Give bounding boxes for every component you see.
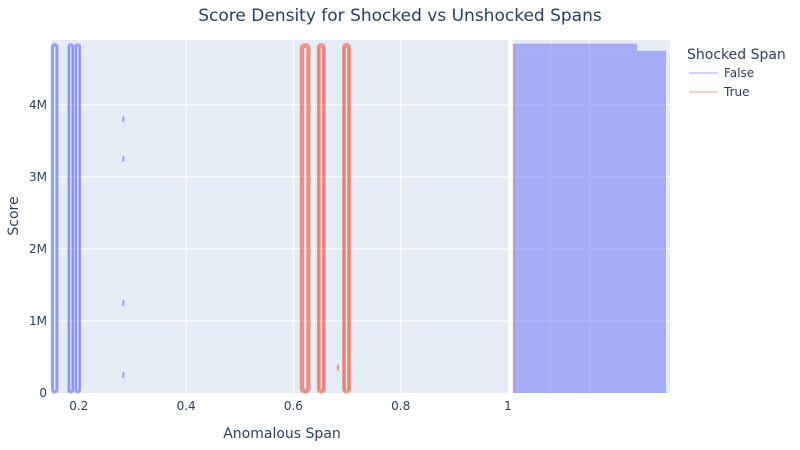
x-tick-label: 0.4 (177, 399, 196, 413)
contour-ring (299, 42, 311, 394)
contour-ring (319, 46, 324, 391)
main-plot (50, 40, 508, 394)
contour-ring (343, 45, 350, 392)
contour-ring (317, 44, 325, 393)
x-axis-ticks: 0.2 0.4 0.6 0.8 1 (69, 399, 512, 413)
contour-ring (342, 44, 351, 393)
chart-title: Score Density for Shocked vs Unshocked S… (198, 6, 602, 26)
marginal-bar (514, 43, 638, 51)
legend-label-true: True (723, 85, 750, 99)
contour-ring (75, 45, 80, 392)
contour-ring (316, 42, 326, 394)
contour-mark (122, 116, 125, 123)
contour-ring (68, 44, 74, 393)
contour-ring (318, 45, 325, 392)
contour-ring (342, 42, 351, 394)
x-tick-label: 1 (504, 399, 512, 413)
y-axis-ticks: 0 1M 2M 3M 4M (29, 98, 47, 400)
density-contours (50, 42, 351, 394)
y-tick-label: 4M (29, 98, 47, 112)
legend-item-false[interactable]: False (689, 66, 754, 80)
plot-background (52, 40, 508, 393)
contour-ring (344, 46, 349, 391)
contour-ring (51, 44, 58, 393)
y-axis-label: Score (6, 196, 22, 235)
y-tick-label: 1M (29, 314, 47, 328)
contour-mark (122, 155, 125, 162)
contour-ring (50, 42, 59, 394)
contour-ring (52, 45, 57, 392)
y-tick-label: 2M (29, 242, 47, 256)
contour-ring (300, 44, 310, 393)
y-gridlines (52, 104, 508, 322)
x-axis-label: Anomalous Span (223, 426, 341, 442)
contour-ring (301, 45, 309, 392)
density-marks (122, 116, 339, 378)
contour-mark (336, 364, 339, 371)
legend-item-true[interactable]: True (689, 85, 750, 99)
contour-mark (122, 299, 125, 306)
marginal-plot (512, 40, 670, 393)
x-tick-label: 0.8 (391, 399, 410, 413)
contour-mark (122, 371, 125, 378)
y-tick-label: 3M (29, 170, 47, 184)
legend: Shocked Span False True (687, 47, 786, 99)
contour-ring (302, 46, 308, 391)
x-tick-label: 0.2 (69, 399, 88, 413)
contour-ring (67, 42, 75, 394)
contour-ring (74, 42, 82, 394)
marginal-bars (513, 43, 666, 393)
y-tick-label: 0 (39, 386, 47, 400)
contour-ring (75, 44, 81, 393)
legend-title: Shocked Span (687, 47, 786, 63)
contour-ring (68, 45, 73, 392)
legend-label-false: False (724, 66, 754, 80)
x-tick-label: 0.6 (284, 399, 303, 413)
marginal-bar (514, 50, 666, 393)
